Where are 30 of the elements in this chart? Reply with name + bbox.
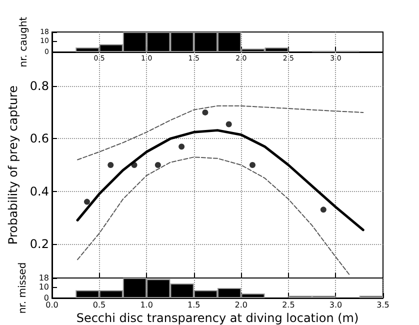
y-tick-label: 18 [38, 274, 49, 282]
point [202, 109, 208, 116]
line-series [76, 129, 364, 232]
y-axis-title: Probability of prey capture [6, 85, 20, 245]
point [84, 198, 90, 205]
line-series [77, 156, 350, 276]
x-tick-label: 2.5 [282, 300, 295, 310]
y-tick-label: 0.6 [30, 132, 49, 146]
y-axis-title: nr. caught [18, 16, 30, 68]
x-axis-title: Secchi disc transparency at diving location (m) [76, 311, 359, 325]
y-tick-label: 0.8 [30, 79, 49, 94]
y-tick-label: 10 [38, 282, 49, 292]
point [320, 206, 326, 213]
point [154, 162, 161, 168]
x-tick-label: 0.5 [92, 300, 106, 310]
y-tick-label: 0 [44, 294, 49, 302]
x-tick-label: 3.5 [376, 300, 390, 310]
x-tick-label: 3.0 [329, 300, 342, 310]
y-axis-title: nr. missed [17, 262, 28, 314]
point [178, 144, 185, 150]
x-tick-label: 2.0 [234, 300, 248, 310]
point [226, 121, 232, 128]
point [108, 162, 114, 168]
line-series [77, 105, 364, 160]
x-tick-label: 1.0 [140, 300, 153, 310]
y-tick-label: 0.2 [30, 236, 49, 251]
y-tick-label: 0.4 [30, 184, 49, 198]
x-tick-label: 0.0 [46, 300, 58, 310]
x-tick-label: 1.5 [187, 300, 200, 310]
point [250, 162, 256, 168]
